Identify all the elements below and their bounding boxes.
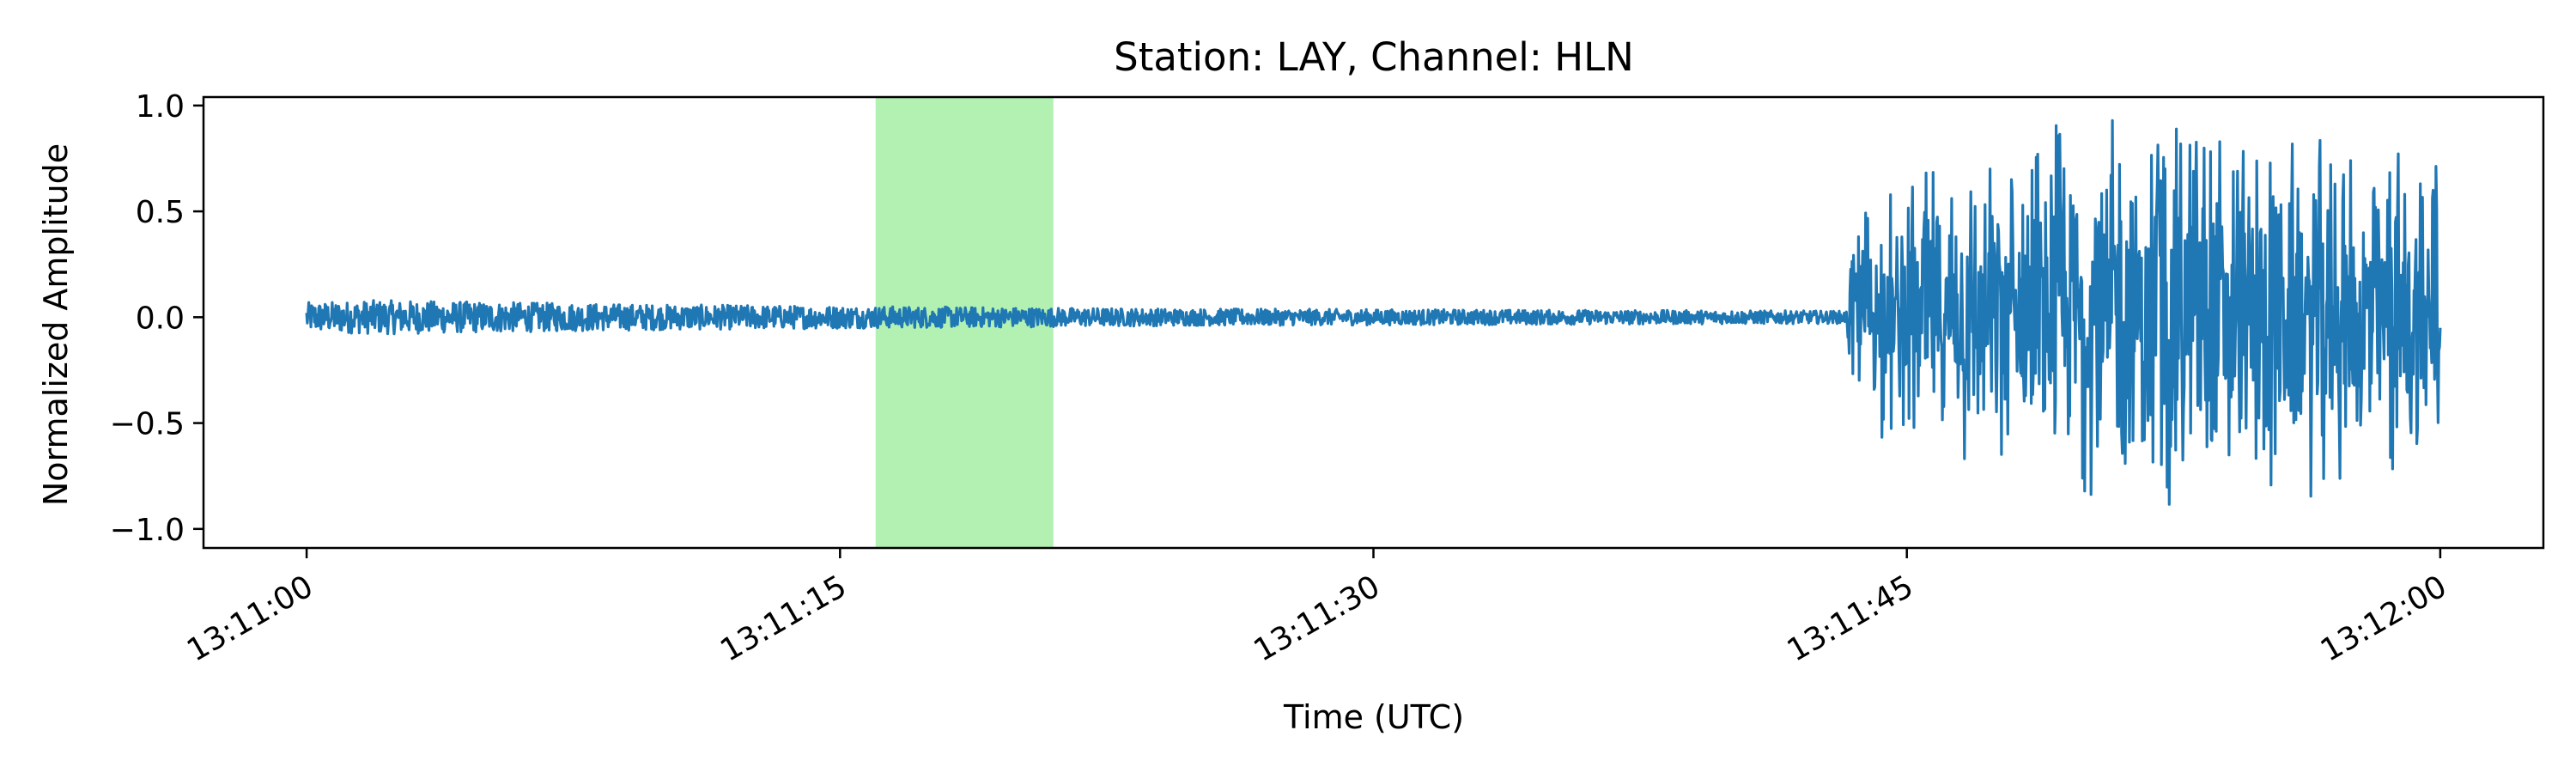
y-tick-label: −1.0 [110,513,185,548]
y-axis-title: Normalized Amplitude [37,143,75,506]
waveform-series-0 [305,119,2442,506]
y-tick-label: −0.5 [110,407,185,442]
chart-title: Station: LAY, Channel: HLN [1114,34,1634,80]
x-axis-title: Time (UTC) [1283,698,1464,736]
y-tick-label: 0.0 [136,301,185,336]
plot-area [305,97,2442,548]
y-tick-label: 0.5 [136,195,185,230]
y-tick-label: 1.0 [136,89,185,125]
